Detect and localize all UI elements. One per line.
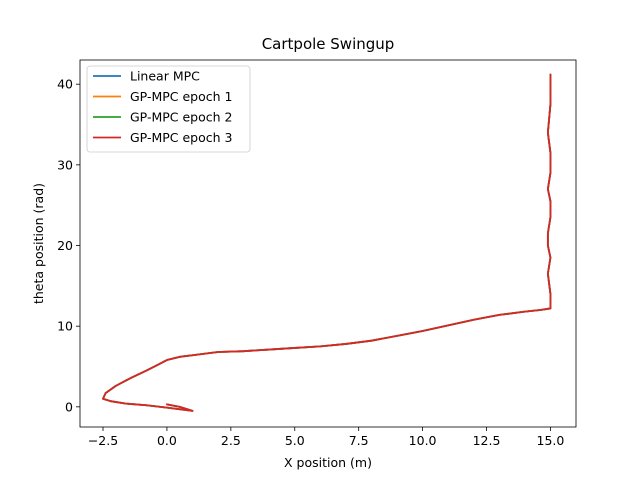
ticks-layer: −2.5 0.0 2.5 5.0 7.5 10.0 12.5 15.0 0 10 20 30 40 — [57, 77, 564, 448]
legend-label: GP-MPC epoch 1 — [130, 89, 232, 104]
legend: Linear MPC GP-MPC epoch 1 GP-MPC epoch 2 GP… — [86, 65, 251, 153]
y-tick-label: 30 — [57, 157, 73, 172]
x-tick-label: 2.5 — [221, 433, 241, 448]
x-tick-label: 12.5 — [473, 433, 501, 448]
plot-frame — [79, 59, 577, 428]
y-tick-label: 20 — [57, 238, 73, 253]
x-tick-label: 15.0 — [537, 433, 565, 448]
series-layer — [102, 73, 552, 412]
x-tick-label: 10.0 — [409, 433, 437, 448]
y-tick-label: 10 — [57, 319, 73, 334]
x-tick-label: 5.0 — [285, 433, 305, 448]
legend-box — [86, 65, 251, 153]
chart-title: Cartpole Swingup — [262, 35, 395, 53]
legend-label: GP-MPC epoch 3 — [130, 130, 232, 145]
x-tick-label: −2.5 — [88, 433, 118, 448]
x-axis-label: X position (m) — [284, 455, 372, 470]
series-line-4 — [102, 73, 552, 412]
legend-label: GP-MPC epoch 2 — [130, 110, 232, 125]
legend-label: Linear MPC — [130, 69, 200, 84]
x-tick-label: 0.0 — [157, 433, 177, 448]
y-tick-label: 40 — [57, 77, 73, 92]
x-tick-label: 7.5 — [349, 433, 369, 448]
y-tick-label: 0 — [65, 399, 73, 414]
y-axis-label: theta position (rad) — [31, 183, 46, 304]
